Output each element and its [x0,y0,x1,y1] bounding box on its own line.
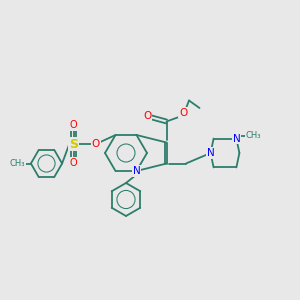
Text: O: O [179,107,187,118]
Text: S: S [69,137,78,151]
Text: O: O [70,120,77,130]
Text: N: N [133,166,140,176]
Text: N: N [232,134,240,144]
Text: O: O [70,158,77,168]
Text: CH₃: CH₃ [10,159,25,168]
Text: N: N [207,148,214,158]
Text: CH₃: CH₃ [245,131,261,140]
Text: O: O [143,110,152,121]
Text: O: O [92,139,100,149]
